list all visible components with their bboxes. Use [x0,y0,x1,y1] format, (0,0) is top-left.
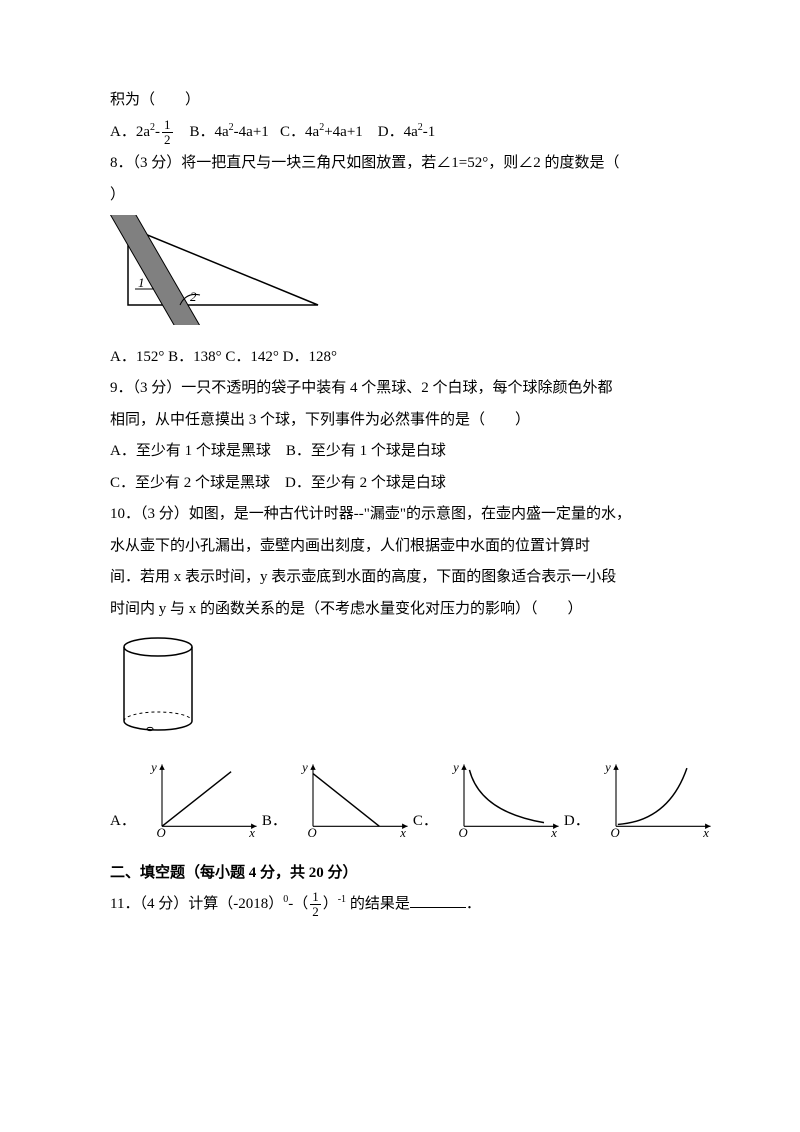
svg-text:y: y [300,760,308,774]
frac-den: 2 [162,133,173,147]
q10-line3: 间．若用 x 表示时间，y 表示壶底到水面的高度，下面的图象适合表示一小段 [110,562,690,594]
q10-line1: 10．（3 分）如图，是一种古代计时器--"漏壶"的示意图，在壶内盛一定量的水， [110,499,690,531]
q11-mid: -（ [288,896,308,912]
graph-d: y O x [596,758,716,840]
q10-opt-c: C． [413,806,444,840]
q11-line: 11．（4 分）计算（-2018）0-（12）-1 的结果是． [110,889,690,921]
q9-line1: 9．（3 分）一只不透明的袋子中装有 4 个黑球、2 个白球，每个球除颜色外都 [110,373,690,405]
angle-2-label: 2 [190,289,197,304]
angle-1-label: 1 [138,275,145,290]
opt-d: D．4a2-1 [378,124,436,140]
graph-b: y O x [293,758,413,840]
q10-graphs-row: A． y O x B． y O x [110,758,690,840]
y-label: y [149,760,157,774]
x-label: x [248,826,255,840]
exp-neg1: -1 [338,894,346,905]
q9-a: A．至少有 1 个球是黑球 [110,443,271,459]
opt-b: B．4a2-4a+1 [190,124,273,140]
q8-c: C．142° [225,349,279,365]
svg-text:y: y [451,760,459,774]
svg-text:x: x [399,826,406,840]
ruler [110,215,202,325]
q8-options: A．152° B．138° C．142° D．128° [110,342,690,374]
q8-b: B．138° [168,349,222,365]
q9-line2: 相同，从中任意摸出 3 个球，下列事件为必然事件的是（ ） [110,405,690,437]
q8-figure: 1 2 [110,215,690,338]
q8-d: D．128° [283,349,337,365]
opt-b-mid: -4a+1 [234,124,269,140]
frac-num: 1 [162,118,173,133]
q10-opt-a: A． [110,806,142,840]
graph-d-pair: D． y O x [564,758,716,840]
answer-blank [410,894,466,909]
svg-text:x: x [550,826,557,840]
q9-row2: C．至少有 2 个球是黑球 D．至少有 2 个球是白球 [110,468,690,500]
opt-a: A．2a2-12 [110,124,178,140]
opt-c: C．4a2+4a+1 [280,124,367,140]
fraction-half: 12 [162,118,173,146]
q7-continued: 积为（ ） [110,85,690,117]
graph-b-pair: B． y O x [262,758,413,840]
svg-text:O: O [610,826,619,840]
q8-text-a: 8．（3 分）将一把直尺与一块三角尺如图放置，若∠1=52°，则∠2 的度数是（ [110,148,690,180]
q10-opt-d: D． [564,806,596,840]
triangle-ruler-diagram: 1 2 [110,215,330,325]
opt-c-prefix: C．4a [280,124,319,140]
close-paren: ） [323,896,338,912]
q11-prefix: 11．（4 分）计算（-2018） [110,896,283,912]
graph-a-pair: A． y O x [110,758,262,840]
q10-vessel [110,629,690,752]
q9-b: B．至少有 1 个球是白球 [286,443,446,459]
opt-d-prefix: D．4a [378,124,418,140]
q9-c: C．至少有 2 个球是黑球 [110,475,270,491]
opt-a-prefix: A．2a [110,124,150,140]
opt-c-mid: +4a+1 [324,124,363,140]
q10-opt-b: B． [262,806,293,840]
svg-text:x: x [702,826,709,840]
q7-options: A．2a2-12 B．4a2-4a+1 C．4a2+4a+1 D．4a2-1 [110,117,690,149]
frac-num-2: 1 [310,890,321,905]
q9-row1: A．至少有 1 个球是黑球 B．至少有 1 个球是白球 [110,436,690,468]
period: ． [466,896,481,912]
frac-den-2: 2 [310,905,321,919]
section-2-title: 二、填空题（每小题 4 分，共 20 分） [110,858,690,890]
graph-c-pair: C． y O x [413,758,564,840]
q8-a: A．152° [110,349,164,365]
svg-text:O: O [458,826,467,840]
q10-line4: 时间内 y 与 x 的函数关系的是（不考虑水量变化对压力的影响）（ ） [110,594,690,626]
q9-d: D．至少有 2 个球是白球 [285,475,446,491]
cylinder-vessel-diagram [110,629,210,739]
q8-text-b: ） [110,180,690,212]
opt-b-prefix: B．4a [190,124,229,140]
fraction-half-2: 12 [310,890,321,918]
o-label: O [156,826,165,840]
svg-text:y: y [603,760,611,774]
graph-a: y O x [142,758,262,840]
svg-text:O: O [307,826,316,840]
q11-tail: 的结果是 [346,896,410,912]
minus: - [155,124,160,140]
q10-line2: 水从壶下的小孔漏出，壶壁内画出刻度，人们根据壶中水面的位置计算时 [110,531,690,563]
graph-c: y O x [444,758,564,840]
opt-d-mid: -1 [423,124,436,140]
